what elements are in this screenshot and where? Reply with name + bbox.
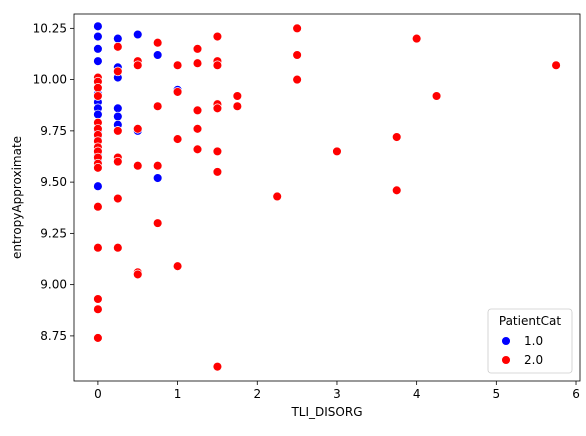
legend-label: 1.0 <box>524 334 543 348</box>
data-point-series-1-13 <box>93 201 103 212</box>
data-point-series-1-16 <box>93 304 103 314</box>
data-point-series-1-61 <box>411 33 422 44</box>
data-point-series-1-54 <box>272 191 282 202</box>
data-point-series-1-20 <box>113 126 123 136</box>
data-point-series-1-38 <box>172 261 183 271</box>
data-point-series-1-50 <box>212 167 223 177</box>
data-point-series-1-58 <box>332 146 342 157</box>
data-point-series-1-3 <box>93 91 103 101</box>
x-tick-label: 4 <box>413 387 421 401</box>
data-point-series-1-40 <box>192 58 203 68</box>
data-point-series-1-57 <box>292 74 302 85</box>
data-point-series-1-27 <box>133 124 143 134</box>
x-tick-label: 6 <box>572 387 580 401</box>
x-axis-ticks: 0 1 2 3 4 5 6 <box>94 381 580 401</box>
data-point-series-1-26 <box>133 60 143 71</box>
data-point-series-1-55 <box>292 23 302 34</box>
plot-frame <box>73 13 581 382</box>
data-point-series-1-62 <box>431 91 442 101</box>
x-tick-label: 0 <box>94 387 102 401</box>
data-point-series-0-18 <box>113 103 123 114</box>
data-point-series-0-3 <box>93 56 103 66</box>
data-point-series-1-51 <box>212 361 223 372</box>
data-point-series-1-12 <box>93 163 103 173</box>
data-point-series-1-34 <box>152 218 163 228</box>
data-point-series-1-30 <box>133 269 143 280</box>
data-point-series-1-18 <box>113 42 123 52</box>
data-point-series-1-22 <box>113 156 123 167</box>
x-tick-label: 5 <box>493 387 501 401</box>
data-point-series-1-49 <box>212 146 223 157</box>
data-point-series-0-2 <box>93 44 103 54</box>
legend-title: PatientCat <box>499 314 562 328</box>
y-axis-label: entropyApproximate <box>10 136 24 259</box>
x-tick-label: 2 <box>253 387 261 401</box>
x-tick-label: 3 <box>333 387 341 401</box>
data-point-series-1-23 <box>113 193 123 204</box>
data-point-series-1-17 <box>93 333 103 343</box>
y-tick-label: 9.25 <box>40 226 67 240</box>
data-point-series-0-8 <box>93 109 103 120</box>
legend: PatientCat 1.02.0 <box>487 308 573 374</box>
data-point-series-1-36 <box>172 87 183 97</box>
data-point-series-0-25 <box>152 173 163 183</box>
y-tick-label: 8.75 <box>40 329 67 343</box>
data-point-series-1-52 <box>232 91 243 101</box>
legend-entries: 1.02.0 <box>501 334 543 367</box>
y-tick-label: 10.25 <box>33 21 67 35</box>
points-layer <box>93 21 561 372</box>
data-point-series-1-44 <box>212 31 223 42</box>
data-point-series-1-37 <box>172 134 183 144</box>
data-point-series-1-2 <box>93 83 103 93</box>
data-point-series-1-28 <box>133 160 143 171</box>
data-point-series-0-19 <box>113 111 123 122</box>
data-point-series-1-35 <box>172 60 183 71</box>
data-point-series-0-14 <box>93 181 103 191</box>
data-point-series-0-1 <box>93 31 103 42</box>
data-point-series-1-63 <box>551 60 561 71</box>
data-point-series-1-41 <box>192 105 203 116</box>
data-point-series-1-46 <box>212 60 223 71</box>
data-point-series-0-15 <box>113 33 123 44</box>
data-point-series-0-24 <box>152 50 163 60</box>
y-axis-ticks: 8.75 9.00 9.25 9.50 9.75 10.00 10.25 <box>33 21 74 343</box>
data-point-series-1-15 <box>93 294 103 304</box>
legend-marker <box>501 355 511 365</box>
data-point-series-0-22 <box>133 29 143 40</box>
data-point-series-1-43 <box>192 144 203 155</box>
legend-label: 2.0 <box>524 353 543 367</box>
data-point-series-1-39 <box>192 44 203 54</box>
y-tick-label: 9.75 <box>40 124 67 138</box>
x-tick-label: 1 <box>174 387 182 401</box>
data-point-series-1-32 <box>152 101 163 112</box>
data-point-series-1-42 <box>192 124 203 134</box>
y-tick-label: 9.00 <box>40 278 67 292</box>
data-point-series-1-19 <box>113 66 123 77</box>
data-point-series-1-60 <box>391 185 402 196</box>
data-point-series-1-48 <box>212 103 223 114</box>
legend-marker <box>501 336 511 346</box>
x-axis-label: TLI_DISORG <box>290 405 362 419</box>
data-point-series-1-59 <box>391 132 402 142</box>
y-tick-label: 9.50 <box>40 175 67 189</box>
y-tick-label: 10.00 <box>33 73 67 87</box>
data-point-series-1-31 <box>152 37 163 48</box>
data-point-series-1-24 <box>113 242 123 253</box>
data-point-series-1-14 <box>93 242 103 253</box>
data-point-series-0-0 <box>93 21 103 32</box>
data-point-series-1-56 <box>292 50 302 60</box>
data-point-series-1-53 <box>232 101 243 112</box>
data-point-series-1-33 <box>152 160 163 171</box>
